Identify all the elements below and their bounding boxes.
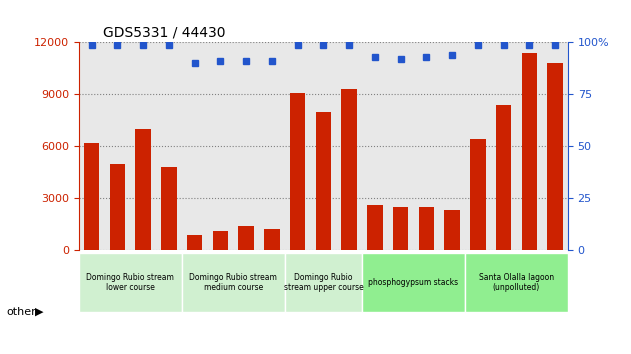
Text: phosphogypsum stacks: phosphogypsum stacks: [369, 278, 459, 287]
Bar: [213, 231, 228, 250]
Bar: [162, 167, 177, 250]
Text: other: other: [6, 307, 36, 316]
Text: ▶: ▶: [35, 307, 43, 316]
Bar: [316, 112, 331, 250]
Bar: [84, 143, 100, 250]
FancyBboxPatch shape: [182, 253, 285, 312]
FancyBboxPatch shape: [465, 253, 568, 312]
Text: Domingo Rubio stream
lower course: Domingo Rubio stream lower course: [86, 273, 174, 292]
Bar: [393, 207, 408, 250]
Bar: [136, 129, 151, 250]
FancyBboxPatch shape: [79, 253, 182, 312]
Bar: [239, 226, 254, 250]
Bar: [187, 235, 203, 250]
Bar: [367, 205, 382, 250]
Bar: [444, 210, 460, 250]
Bar: [522, 53, 537, 250]
Text: Santa Olalla lagoon
(unpolluted): Santa Olalla lagoon (unpolluted): [479, 273, 554, 292]
Bar: [547, 63, 563, 250]
Text: Domingo Rubio
stream upper course: Domingo Rubio stream upper course: [283, 273, 363, 292]
Bar: [418, 207, 434, 250]
Bar: [496, 105, 511, 250]
FancyBboxPatch shape: [285, 253, 362, 312]
FancyBboxPatch shape: [362, 253, 465, 312]
Bar: [470, 139, 485, 250]
Bar: [290, 93, 305, 250]
Bar: [110, 164, 125, 250]
Text: Domingo Rubio stream
medium course: Domingo Rubio stream medium course: [189, 273, 277, 292]
Bar: [341, 89, 357, 250]
Text: GDS5331 / 44430: GDS5331 / 44430: [103, 26, 226, 40]
Bar: [264, 229, 280, 250]
